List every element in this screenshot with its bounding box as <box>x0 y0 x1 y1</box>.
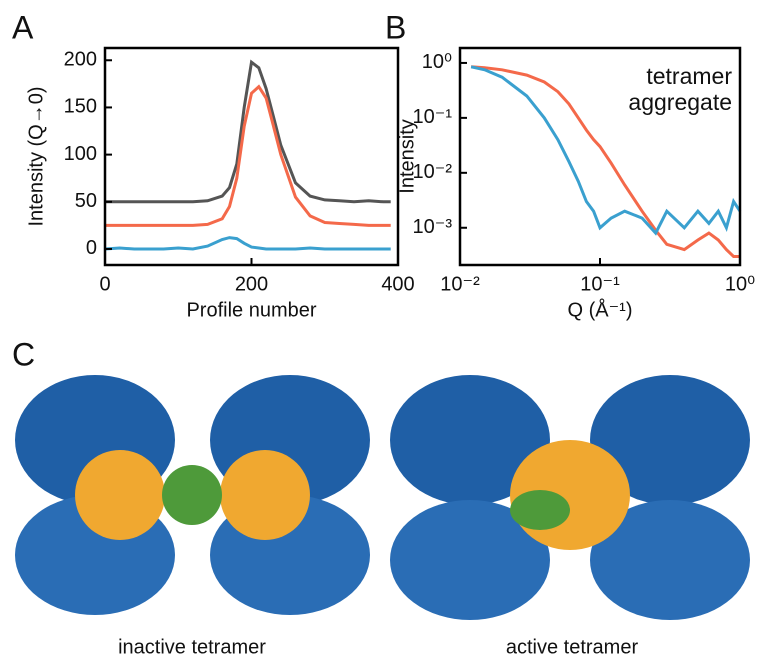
y-tick-label: 100 <box>64 143 97 165</box>
panel-label: C <box>12 336 35 372</box>
series-line <box>105 59 391 204</box>
x-axis-label: Profile number <box>186 299 316 321</box>
series-line <box>471 65 740 258</box>
x-tick-label: 10⁰ <box>725 273 755 295</box>
y-tick-label: 50 <box>75 190 97 212</box>
y-tick-label: 10⁻³ <box>413 216 453 238</box>
y-axis-label: Intensity <box>396 119 418 193</box>
structure-active <box>390 375 750 620</box>
structure-inactive <box>15 375 370 615</box>
series-line <box>105 84 391 227</box>
x-tick-label: 0 <box>99 273 110 295</box>
y-tick-label: 10⁻² <box>413 161 453 183</box>
y-tick-label: 200 <box>64 49 97 71</box>
y-tick-label: 10⁰ <box>422 51 452 73</box>
y-axis-label: Intensity (Q→0) <box>25 86 47 226</box>
plot-frame <box>103 46 400 267</box>
y-tick-label: 0 <box>86 237 97 259</box>
plot-frame <box>458 46 742 267</box>
x-tick-label: 10⁻² <box>440 273 480 295</box>
panel-label: A <box>12 9 34 45</box>
series-line <box>470 65 742 236</box>
y-tick-label: 10⁻¹ <box>413 106 453 128</box>
legend-entry: aggregate <box>628 89 732 115</box>
y-tick-label: 150 <box>64 96 97 118</box>
series-line <box>104 236 391 251</box>
x-axis-label: Q (Å⁻¹) <box>568 298 633 321</box>
structure-label: active tetramer <box>506 636 639 658</box>
x-tick-label: 10⁻¹ <box>580 273 620 295</box>
structure-label: inactive tetramer <box>118 636 266 658</box>
x-tick-label: 200 <box>235 273 268 295</box>
legend-entry: tetramer <box>646 63 732 89</box>
x-tick-label: 400 <box>381 273 414 295</box>
panel-label: B <box>385 9 406 45</box>
